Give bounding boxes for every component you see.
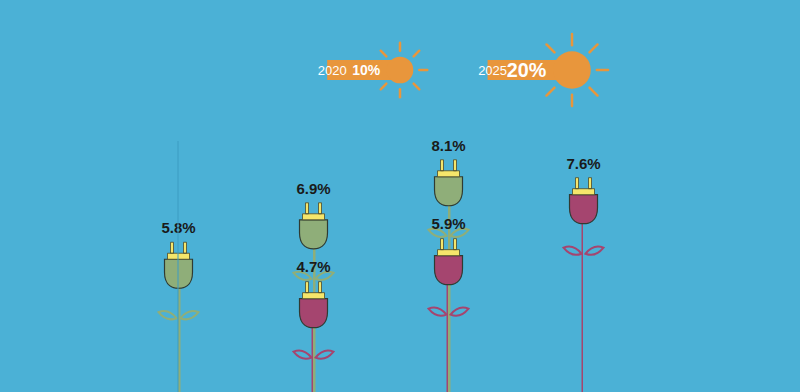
- svg-text:6.9%: 6.9%: [296, 180, 330, 197]
- svg-text:7.6%: 7.6%: [566, 155, 600, 172]
- svg-text:20%: 20%: [507, 59, 547, 81]
- svg-text:5.8%: 5.8%: [161, 219, 196, 236]
- svg-text:4.7%: 4.7%: [296, 258, 330, 275]
- svg-text:10%: 10%: [352, 62, 381, 78]
- svg-text:8.1%: 8.1%: [431, 137, 465, 154]
- svg-text:5.9%: 5.9%: [431, 215, 465, 232]
- svg-text:2025: 2025: [478, 63, 507, 78]
- svg-text:2020: 2020: [318, 63, 347, 78]
